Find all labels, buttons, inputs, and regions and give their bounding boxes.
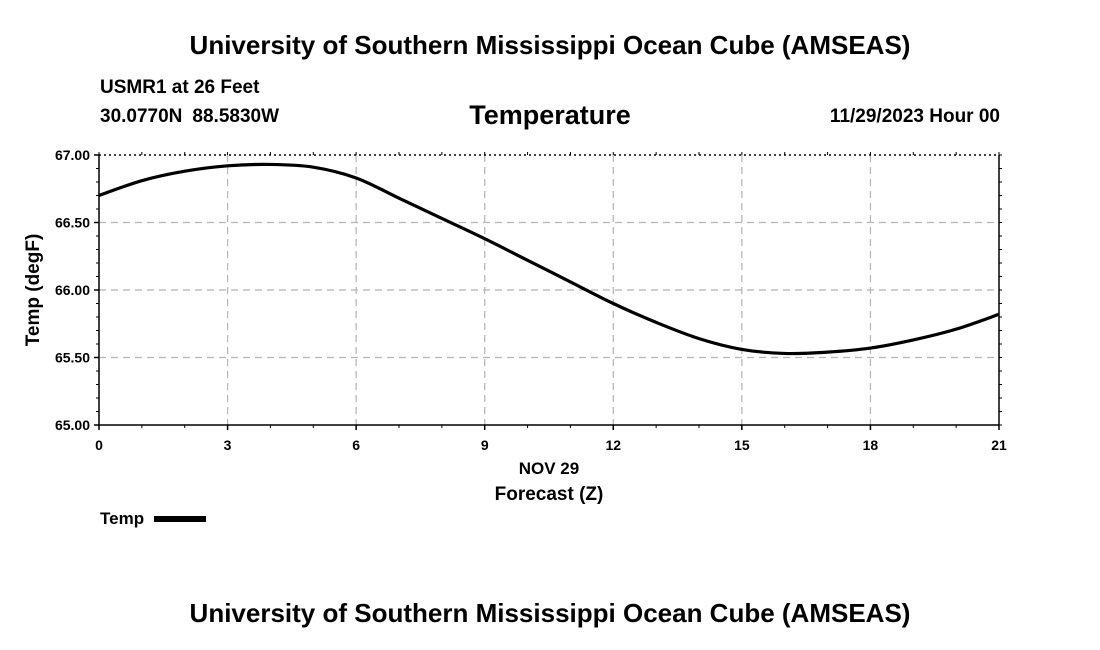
x-tick-label: 9 (481, 437, 489, 453)
x-tick-label: 21 (991, 437, 1007, 453)
series-layer (98, 162, 1000, 356)
y-tick-label: 65.50 (55, 350, 90, 366)
x-tick-label: 3 (224, 437, 232, 453)
page-title: University of Southern Mississippi Ocean… (189, 30, 911, 60)
coordinates: 30.0770N 88.5830W (100, 106, 289, 128)
legend-swatch (154, 516, 207, 522)
plot-frame (94, 152, 1002, 430)
x-tick-label: 0 (95, 437, 103, 453)
station-label: USMR1 at 26 Feet (100, 77, 260, 98)
x-tick-label: 15 (734, 437, 750, 453)
timestamp: 11/29/2023 Hour 00 (829, 106, 1000, 127)
x-axis-date-label: NOV 29 (519, 459, 579, 478)
x-tick-label: 12 (605, 437, 621, 453)
y-axis-label: Temp (degF) (23, 234, 44, 347)
longitude: 88.5830W (192, 106, 280, 127)
y-tick-label: 66.00 (55, 282, 90, 298)
y-axis: 65.00 65.50 66.00 66.50 67.00 (55, 147, 90, 433)
x-tick-label: 18 (863, 437, 879, 453)
series-line-temp (98, 162, 1000, 356)
x-axis-label: Forecast (Z) (495, 484, 604, 505)
chart-title: Temperature (469, 100, 631, 130)
y-tick-label: 66.50 (55, 215, 90, 231)
x-tick-label: 6 (352, 437, 360, 453)
grid (99, 155, 999, 425)
y-tick-label: 65.00 (55, 417, 90, 433)
footer-title: University of Southern Mississippi Ocean… (189, 598, 911, 628)
x-axis: 0 3 6 9 12 15 18 21 (95, 437, 1007, 453)
latitude: 30.0770N (100, 106, 183, 127)
legend-label: Temp (100, 509, 145, 528)
legend: Temp (100, 509, 207, 529)
y-tick-label: 67.00 (55, 147, 90, 163)
